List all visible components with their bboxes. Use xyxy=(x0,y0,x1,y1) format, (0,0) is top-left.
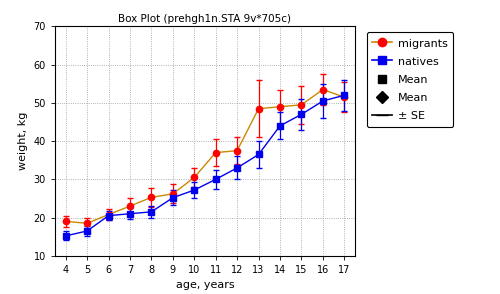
Y-axis label: weight, kg: weight, kg xyxy=(18,112,28,170)
X-axis label: age, years: age, years xyxy=(176,280,234,290)
Legend: migrants, natives, Mean, Mean, ± SE: migrants, natives, Mean, Mean, ± SE xyxy=(366,32,453,127)
Title: Box Plot (prehgh1n.STA 9v*705c): Box Plot (prehgh1n.STA 9v*705c) xyxy=(118,14,292,24)
